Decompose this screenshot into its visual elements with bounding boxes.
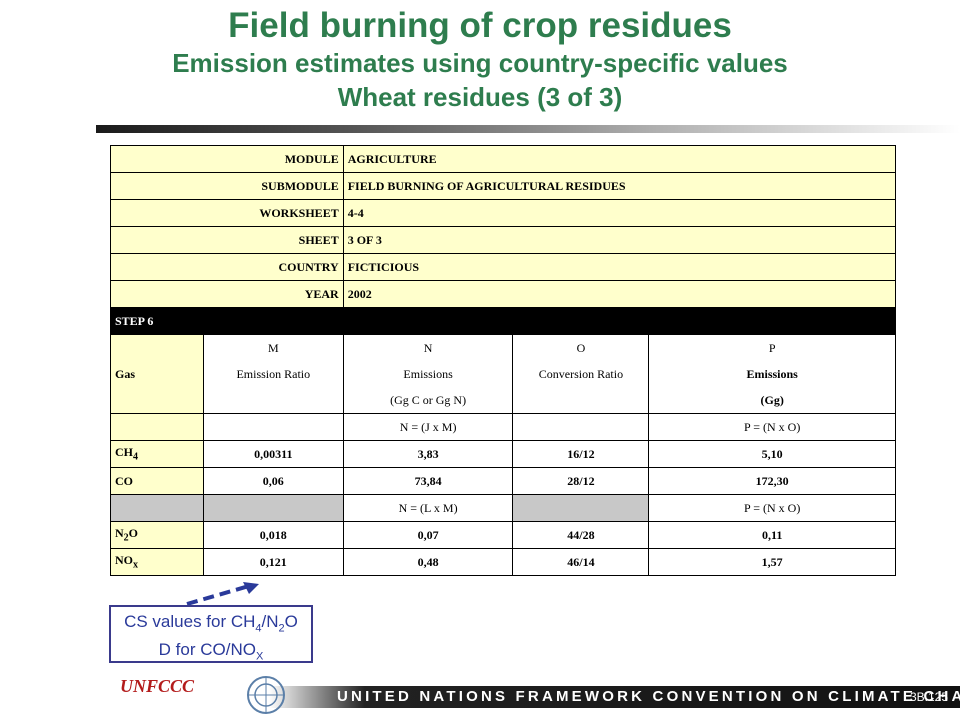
header-row-country: COUNTRY FICTICIOUS [110,253,897,281]
formula-p: P = (N x O) [648,494,896,522]
title-divider [96,125,960,133]
n-value: 3,83 [342,440,514,468]
formula-p: P = (N x O) [648,413,896,441]
n-value: 0,07 [342,521,514,549]
p-value: 0,11 [648,521,896,549]
o-value: 44/28 [512,521,650,549]
footer-band [0,686,960,708]
column-units-row: (Gg C or Gg N) (Gg) [110,387,896,414]
unfccc-logo: UNFCCC [120,676,195,696]
header-key: WORKSHEET [110,199,344,227]
header-value: FICTICIOUS [342,253,897,281]
m-value: 0,018 [202,521,344,549]
footer-bar: UNFCCC UNITED NATIONS FRAMEWORK CONVENTI… [0,676,960,714]
table-row-n2o: N2O 0,018 0,07 44/28 0,11 [110,521,896,549]
header-value: AGRICULTURE [342,145,897,173]
callout-line-2: D for CO/NOX [158,640,264,663]
formula-n: N = (J x M) [342,413,514,441]
m-value: 0,00311 [202,440,344,468]
header-row-sheet: SHEET 3 OF 3 [110,226,897,254]
header-key: SHEET [110,226,344,254]
callout-note: CS values for CH4/N2O D for CO/NOX [109,605,313,663]
worksheet-table: MODULE AGRICULTURE SUBMODULE FIELD BURNI… [110,145,897,576]
col-n-letter: N [342,334,514,361]
header-key: SUBMODULE [110,172,344,200]
p-value: 172,30 [648,467,896,495]
header-value: 2002 [342,280,897,308]
col-p-unit: (Gg) [648,387,896,414]
gas-cell: N2O [110,521,204,549]
col-o-name: Conversion Ratio [512,361,650,387]
title-line-2: Emission estimates using country-specifi… [172,48,788,78]
header-value: 3 OF 3 [342,226,897,254]
col-o-letter: O [512,334,650,361]
footer-text: UNITED NATIONS FRAMEWORK CONVENTION ON C… [337,688,960,705]
header-value: FIELD BURNING OF AGRICULTURAL RESIDUES [342,172,897,200]
header-row-module: MODULE AGRICULTURE [110,145,897,173]
header-value: 4-4 [342,199,897,227]
col-m-letter: M [202,334,344,361]
header-row-worksheet: WORKSHEET 4-4 [110,199,897,227]
p-value: 1,57 [648,548,896,576]
col-p-name: Emissions [648,361,896,387]
callout-line-1: CS values for CH4/N2O [124,612,298,635]
header-row-submodule: SUBMODULE FIELD BURNING OF AGRICULTURAL … [110,172,897,200]
un-emblem-icon [247,676,285,714]
step-label: STEP 6 [110,307,896,335]
gas-cell: CH4 [110,440,204,468]
header-key: MODULE [110,145,344,173]
n-value: 73,84 [342,467,514,495]
n-value: 0,48 [342,548,514,576]
callout-pointer-arrow-icon [186,582,259,606]
formula-n: N = (L x M) [342,494,514,522]
m-value: 0,06 [202,467,344,495]
o-value: 16/12 [512,440,650,468]
header-key: COUNTRY [110,253,344,281]
column-names-row: Gas Emission Ratio Emissions Conversion … [110,361,896,387]
table-row-co: CO 0,06 73,84 28/12 172,30 [110,467,896,495]
table-row-ch4: CH4 0,00311 3,83 16/12 5,10 [110,440,896,468]
col-gas-header: Gas [110,361,204,387]
title-line-1: Field burning of crop residues [228,6,732,45]
col-m-name: Emission Ratio [202,361,344,387]
col-n-unit: (Gg C or Gg N) [342,387,514,414]
m-value: 0,121 [202,548,344,576]
o-value: 28/12 [512,467,650,495]
col-p-letter: P [648,334,896,361]
table-row-nox: NOx 0,121 0,48 46/14 1,57 [110,548,896,576]
slide-title: Field burning of crop residues Emission … [0,6,960,114]
gas-cell: NOx [110,548,204,576]
header-row-year: YEAR 2002 [110,280,897,308]
title-line-3: Wheat residues (3 of 3) [337,82,623,112]
formula-row-nitrogen: N = (L x M) P = (N x O) [110,494,896,522]
col-n-name: Emissions [342,361,514,387]
gas-cell: CO [110,467,204,495]
formula-row-carbon: N = (J x M) P = (N x O) [110,413,896,441]
p-value: 5,10 [648,440,896,468]
step-row: STEP 6 [110,307,896,335]
header-key: YEAR [110,280,344,308]
column-letters-row: M N O P [110,334,896,361]
page-number: 3B.125 [909,690,948,704]
o-value: 46/14 [512,548,650,576]
